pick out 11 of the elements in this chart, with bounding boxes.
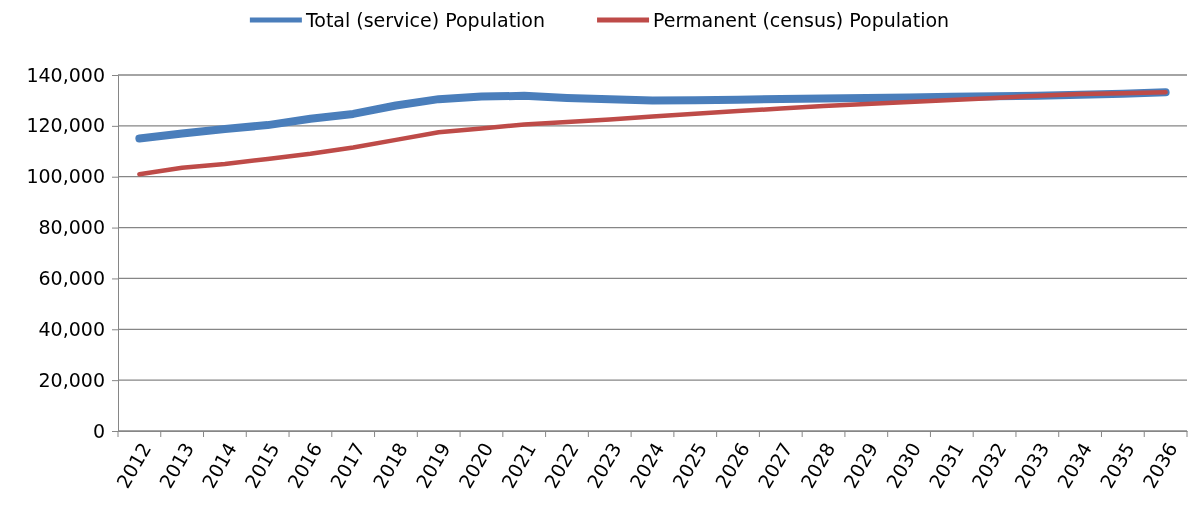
y-tick-label: 60,000: [38, 267, 105, 290]
y-tick-label: 100,000: [26, 165, 105, 188]
y-tick-label: 20,000: [38, 368, 105, 391]
legend-label: Total (service) Population: [304, 9, 546, 31]
y-tick-label: 80,000: [38, 216, 105, 239]
legend-label: Permanent (census) Population: [653, 9, 950, 31]
y-tick-label: 140,000: [26, 63, 105, 86]
line-series: [137, 90, 1168, 177]
y-tick-label: 40,000: [38, 317, 105, 340]
y-tick-label: 120,000: [26, 114, 105, 137]
y-tick-label: 0: [92, 419, 105, 442]
